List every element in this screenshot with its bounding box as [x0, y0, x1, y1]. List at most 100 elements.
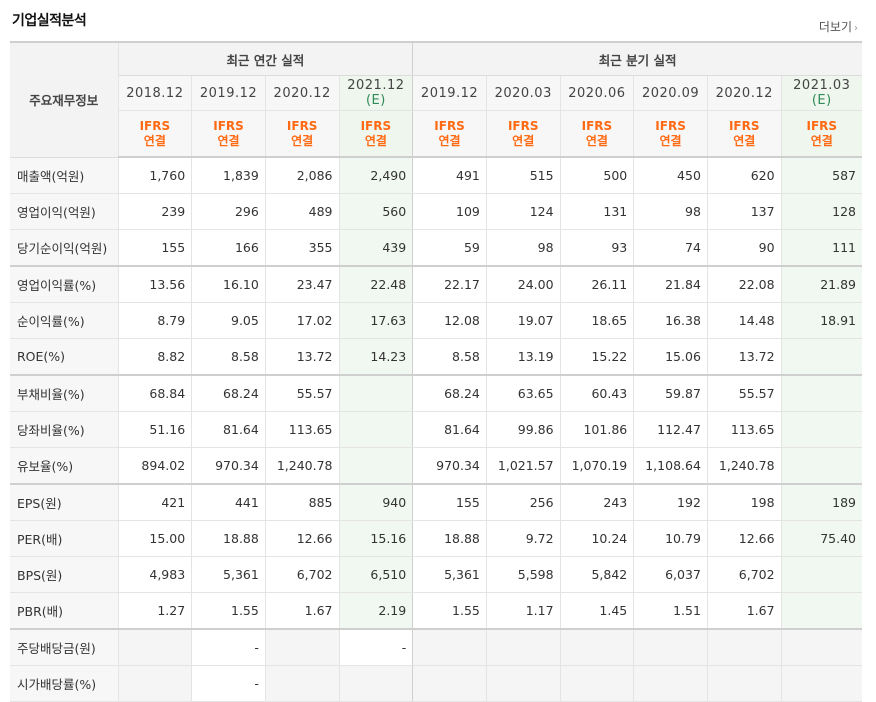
accounting-std-label: IFRS	[360, 118, 392, 133]
table-cell	[781, 374, 862, 412]
table-cell: 491	[412, 157, 487, 194]
period-label: 2020.06	[568, 85, 626, 101]
table-cell: 5,598	[486, 556, 561, 593]
table-cell: 155	[412, 483, 487, 521]
table-cell: 26.11	[560, 265, 635, 303]
ifrs-badge: IFRS 연결	[560, 110, 635, 158]
period-header: 2019.12	[412, 75, 487, 111]
table-row: 유보율(%) 894.02 970.34 1,240.78 970.34 1,021.57…	[10, 447, 862, 485]
table-cell: 24.00	[486, 265, 561, 303]
table-cell: 111	[781, 229, 862, 267]
section-title: 기업실적분석	[12, 13, 87, 29]
table-cell: 18.88	[191, 520, 266, 557]
accounting-std-label: IFRS	[655, 118, 686, 133]
consolidation-label: 연결	[810, 133, 833, 148]
consolidation-label: 연결	[438, 133, 461, 148]
ifrs-badge: IFRS 연결	[707, 110, 782, 158]
table-cell: 22.08	[707, 265, 782, 303]
row-label: PBR(배)	[10, 592, 119, 630]
table-cell: 355	[265, 229, 340, 267]
table-cell: 124	[486, 193, 561, 230]
table-cell: 8.82	[118, 338, 193, 376]
table-cell: 421	[118, 483, 193, 521]
table-cell: 22.48	[339, 265, 414, 303]
table-cell: 74	[633, 229, 708, 267]
accounting-std-label: IFRS	[806, 118, 838, 133]
table-cell: 155	[118, 229, 193, 267]
table-cell: 1.55	[191, 592, 266, 630]
consolidation-label: 연결	[291, 133, 314, 148]
table-cell: 940	[339, 483, 414, 521]
table-cell: 9.05	[191, 302, 266, 339]
table-cell: 98	[633, 193, 708, 230]
ifrs-badge: IFRS 연결	[633, 110, 708, 158]
table-cell	[560, 665, 635, 702]
table-cell	[339, 447, 414, 485]
table-cell: 1,240.78	[265, 447, 340, 485]
table-cell	[118, 628, 193, 666]
consolidation-label: 연결	[217, 133, 240, 148]
row-label: ROE(%)	[10, 338, 119, 376]
table-cell: 19.07	[486, 302, 561, 339]
table-cell: 2,086	[265, 157, 340, 194]
table-cell: 5,361	[412, 556, 487, 593]
table-cell: 17.02	[265, 302, 340, 339]
table-cell: 515	[486, 157, 561, 194]
accounting-std-label: IFRS	[728, 118, 760, 133]
period-header: 2018.12	[118, 75, 193, 111]
table-cell	[412, 665, 487, 702]
table-cell: 113.65	[265, 411, 340, 448]
table-cell: 560	[339, 193, 414, 230]
table-cell	[781, 447, 862, 485]
accounting-std-label: IFRS	[286, 118, 318, 133]
table-cell: 68.24	[191, 374, 266, 412]
table-cell: 59.87	[633, 374, 708, 412]
table-cell: 15.16	[339, 520, 414, 557]
period-header: 2019.12	[191, 75, 266, 111]
consolidation-label: 연결	[143, 133, 166, 148]
table-cell: 450	[633, 157, 708, 194]
table-cell: 1.45	[560, 592, 635, 630]
table-cell: 113.65	[707, 411, 782, 448]
row-label: 영업이익률(%)	[10, 265, 119, 303]
table-cell: 17.63	[339, 302, 414, 339]
accounting-standard-row: IFRS 연결 IFRS 연결 IFRS 연결 IFRS 연결 IFRS 연결 IFRS 연결 IFRS…	[10, 110, 862, 158]
table-cell	[781, 628, 862, 666]
more-link[interactable]: 더보기 ›	[819, 18, 858, 35]
table-row: 당좌비율(%) 51.16 81.64 113.65 81.64 99.86 101.86 1…	[10, 411, 862, 448]
table-cell: 2.19	[339, 592, 414, 630]
table-cell: 1.17	[486, 592, 561, 630]
more-label: 더보기	[818, 20, 852, 34]
period-header: 2020.09	[633, 75, 708, 111]
table-cell: 93	[560, 229, 635, 267]
table-cell: 1,839	[191, 157, 266, 194]
financial-table: 주요재무정보 최근 연간 실적 최근 분기 실적 2018.12 2019.12 2…	[10, 41, 862, 702]
table-cell	[560, 628, 635, 666]
table-cell: 10.24	[560, 520, 635, 557]
table-row: PER(배) 15.00 18.88 12.66 15.16 18.88 9.72 10.24…	[10, 520, 862, 557]
table-cell: 98	[486, 229, 561, 267]
table-cell	[781, 338, 862, 376]
row-label: 영업이익(억원)	[10, 193, 119, 230]
table-cell: 439	[339, 229, 414, 267]
table-cell: 18.65	[560, 302, 635, 339]
table-cell: 109	[412, 193, 487, 230]
table-cell: 1.67	[265, 592, 340, 630]
table-cell: 10.79	[633, 520, 708, 557]
table-cell: 15.00	[118, 520, 193, 557]
row-label: 순이익률(%)	[10, 302, 119, 339]
table-row: 주당배당금(원) - -	[10, 628, 862, 666]
table-cell: 6,037	[633, 556, 708, 593]
table-cell	[339, 665, 414, 702]
table-cell: 441	[191, 483, 266, 521]
consolidation-label: 연결	[364, 133, 387, 148]
table-cell: 101.86	[560, 411, 635, 448]
table-cell	[781, 592, 862, 630]
table-cell: 16.10	[191, 265, 266, 303]
row-label: EPS(원)	[10, 483, 119, 521]
table-cell: 1,021.57	[486, 447, 561, 485]
table-cell	[781, 411, 862, 448]
table-cell: 239	[118, 193, 193, 230]
row-label: PER(배)	[10, 520, 119, 557]
